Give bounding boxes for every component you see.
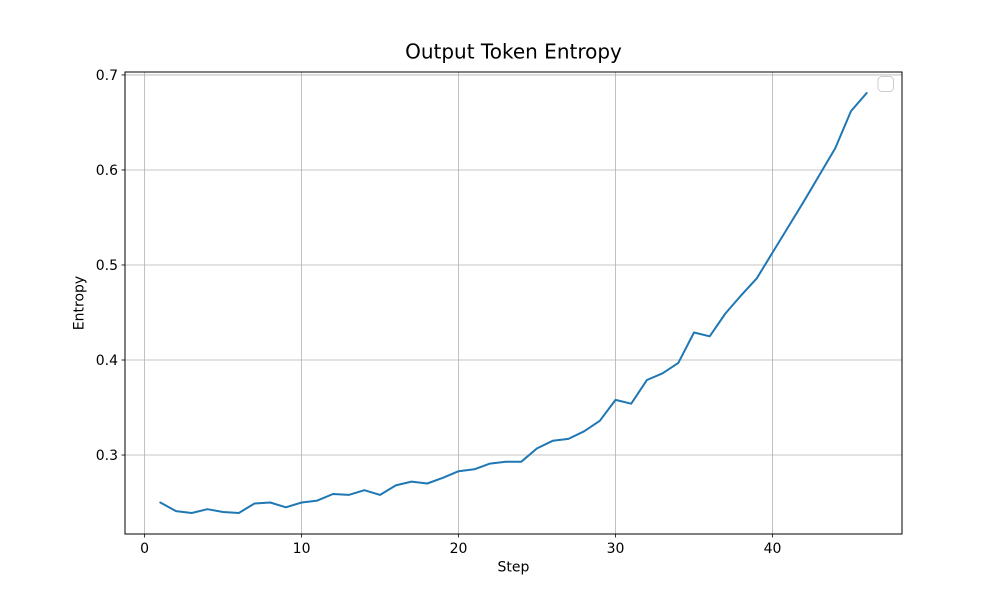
x-tick-label: 0 bbox=[140, 541, 149, 557]
legend-box bbox=[877, 76, 894, 92]
series-layer bbox=[159, 92, 868, 514]
grid-layer bbox=[125, 72, 902, 534]
tick-layer: 0 10 20 30 40 0.3 0.4 0.5 0.6 0.7 bbox=[96, 68, 782, 557]
x-tick-label: 40 bbox=[764, 541, 782, 557]
plot-border bbox=[124, 71, 903, 535]
y-tick-label: 0.3 bbox=[96, 448, 118, 464]
y-tick-label: 0.5 bbox=[96, 258, 118, 274]
y-tick-label: 0.4 bbox=[96, 353, 118, 369]
x-axis-label: Step bbox=[498, 560, 530, 576]
y-axis-label: Entropy bbox=[72, 276, 88, 330]
x-tick-label: 20 bbox=[450, 541, 468, 557]
series-line bbox=[159, 92, 868, 514]
chart-title: Output Token Entropy bbox=[405, 40, 622, 64]
x-tick-label: 30 bbox=[607, 541, 625, 557]
x-tick-label: 10 bbox=[293, 541, 311, 557]
y-tick-label: 0.7 bbox=[96, 68, 118, 84]
y-tick-label: 0.6 bbox=[96, 163, 118, 179]
